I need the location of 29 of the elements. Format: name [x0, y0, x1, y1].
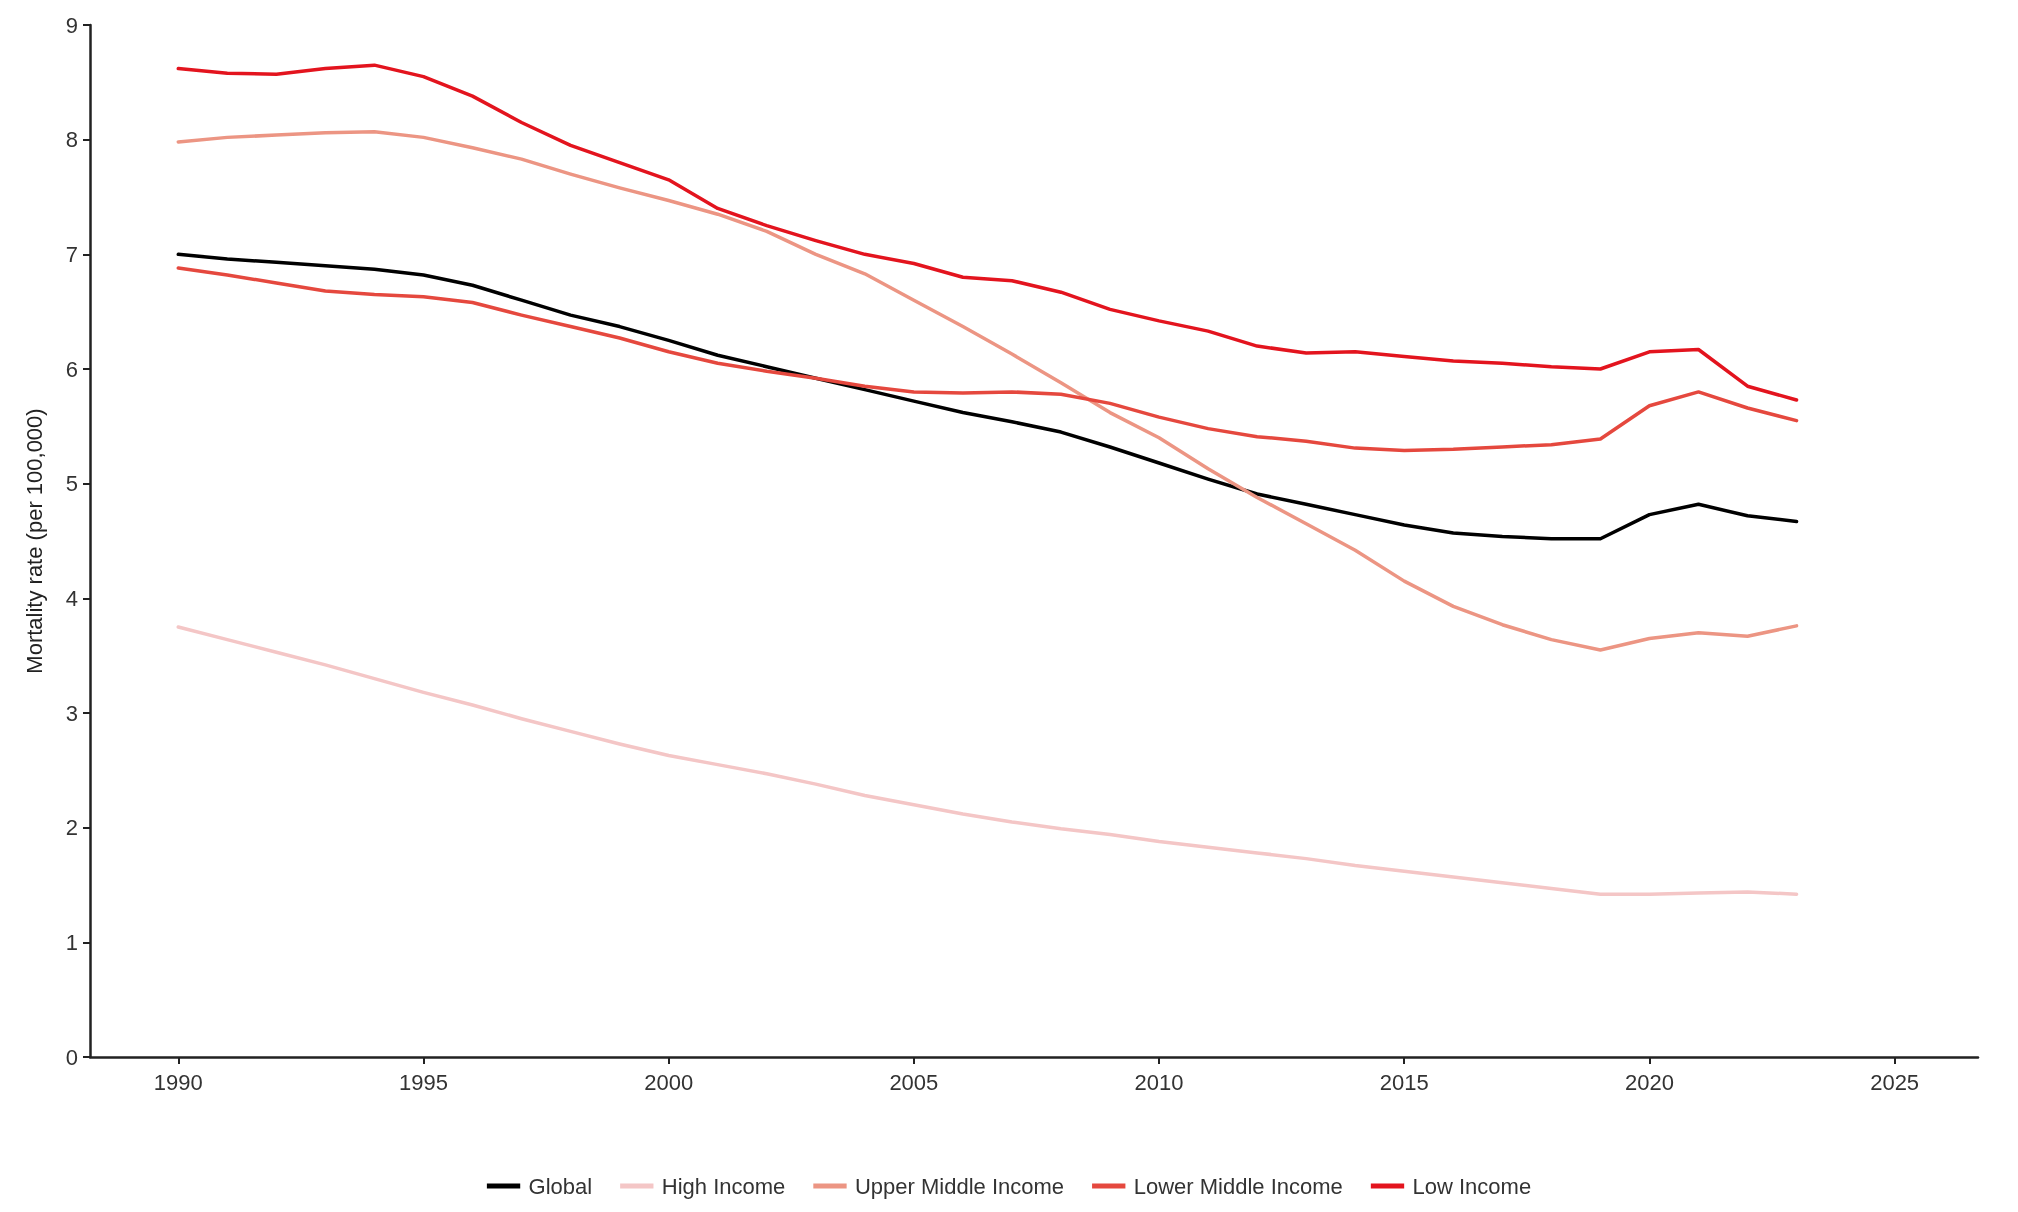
- y-tick-label: 1: [65, 929, 78, 955]
- y-tick-label: 7: [65, 241, 78, 267]
- y-tick-label: 0: [65, 1044, 78, 1070]
- line-series: [176, 625, 1799, 896]
- x-tick-label: 1995: [398, 1069, 448, 1095]
- y-tick-label: 8: [65, 127, 78, 153]
- legend-label: Upper Middle Income: [854, 1173, 1065, 1199]
- x-tick-label: 1990: [153, 1069, 203, 1095]
- y-axis-title: Mortality rate (per 100,000): [21, 408, 47, 674]
- legend-label: Low Income: [1412, 1173, 1532, 1199]
- y-tick-label: 9: [65, 12, 78, 38]
- line-series: [176, 252, 1799, 541]
- line-series: [176, 266, 1799, 453]
- x-tick-label: 2010: [1134, 1069, 1184, 1095]
- x-tick-label: 2005: [889, 1069, 939, 1095]
- x-tick-label: 2015: [1379, 1069, 1429, 1095]
- legend-label: High Income: [661, 1173, 786, 1199]
- y-tick-label: 3: [65, 700, 78, 726]
- legend-label: Lower Middle Income: [1133, 1173, 1343, 1199]
- line-series: [176, 63, 1799, 402]
- y-tick-label: 5: [65, 471, 78, 497]
- legend-label: Global: [528, 1173, 593, 1199]
- x-tick-label: 2020: [1624, 1069, 1674, 1095]
- x-tick-label: 2000: [644, 1069, 694, 1095]
- line-series: [176, 129, 1799, 652]
- y-tick-label: 4: [65, 585, 78, 611]
- y-tick-label: 6: [65, 356, 78, 382]
- y-tick-label: 2: [65, 815, 78, 841]
- x-tick-label: 2025: [1870, 1069, 1920, 1095]
